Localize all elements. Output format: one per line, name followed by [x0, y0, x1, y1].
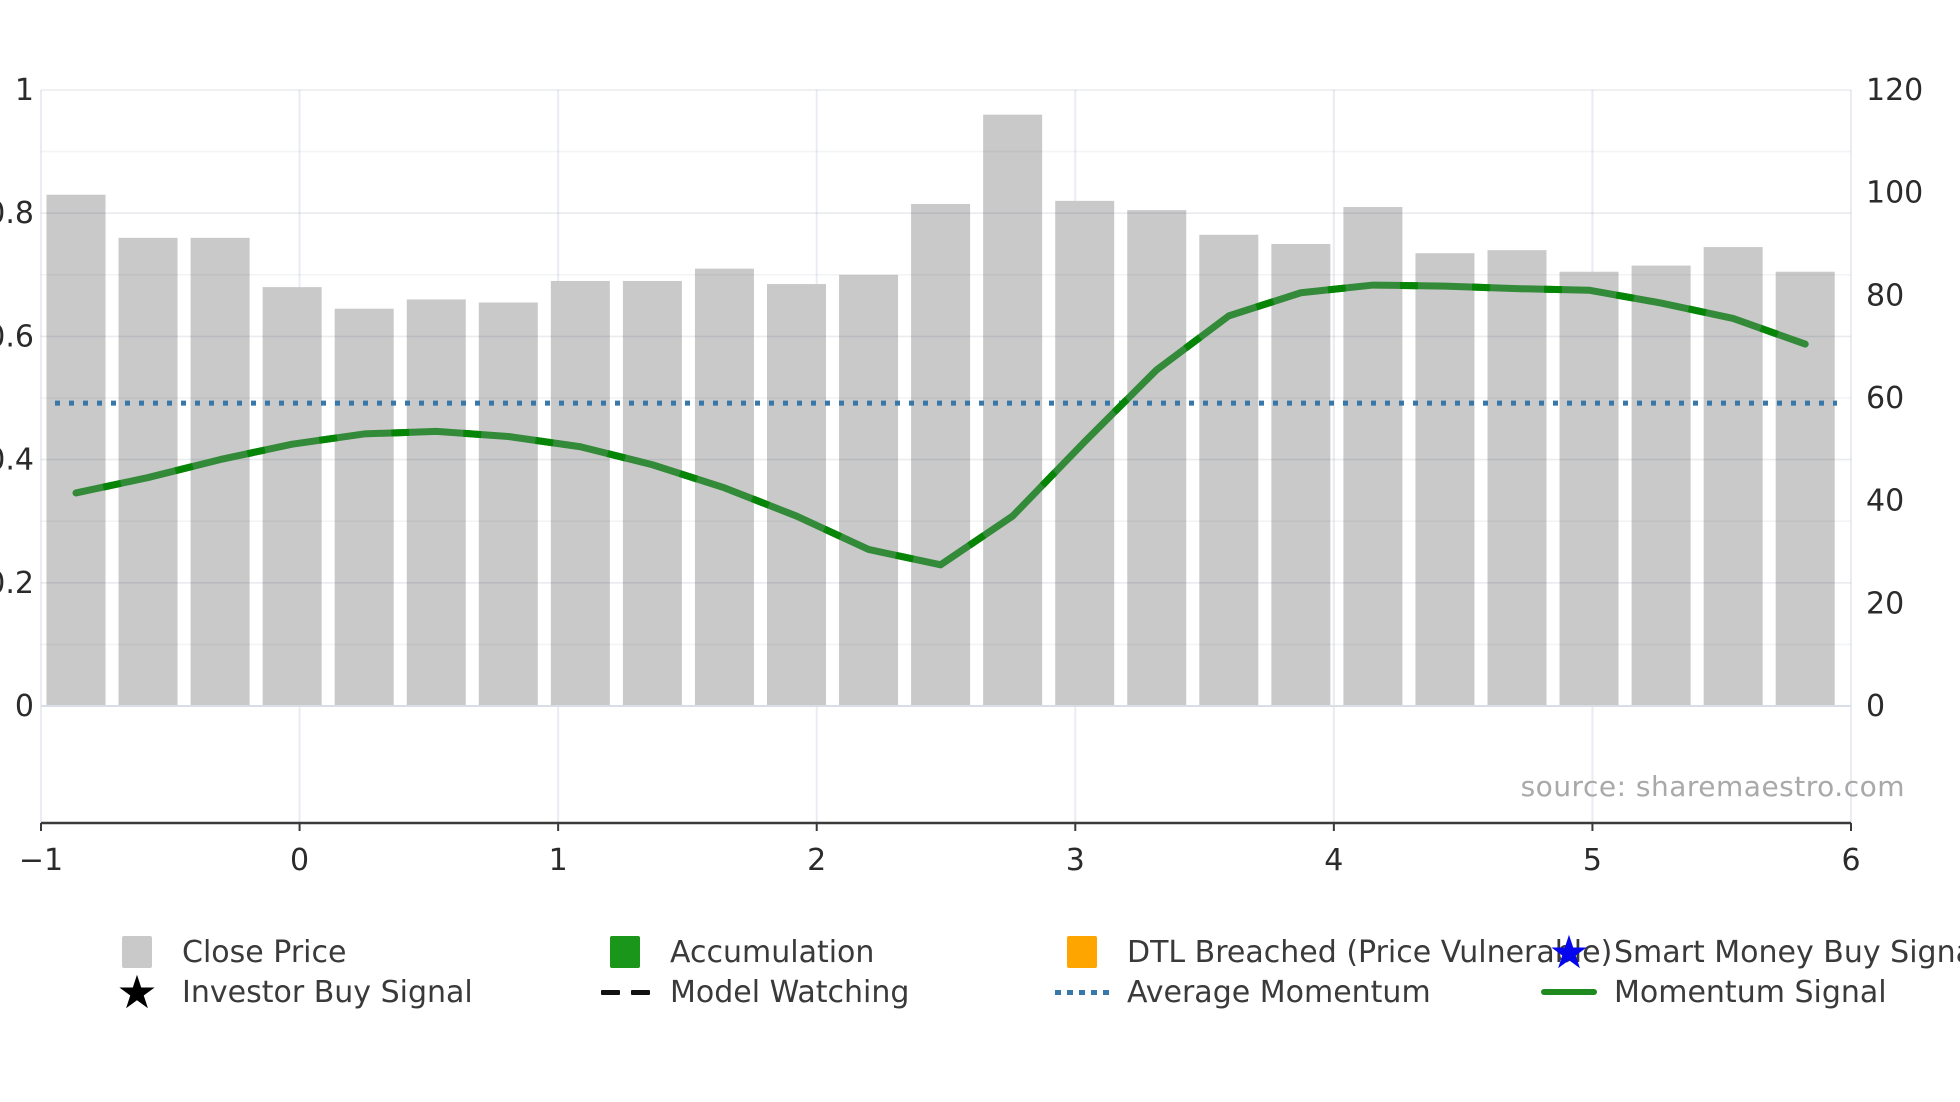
y-left-tick-label: 1	[15, 73, 34, 108]
close-price-bar	[839, 274, 899, 706]
y-right-tick-label: 80	[1866, 278, 1904, 313]
x-tick-label: 5	[1583, 843, 1602, 878]
close-price-bar	[622, 280, 682, 706]
x-tick-label: 3	[1066, 843, 1085, 878]
close-price-bar	[1487, 250, 1547, 706]
close-price-bar	[550, 280, 610, 706]
close-price-bar	[1199, 234, 1259, 706]
momentum-signal-line	[72, 281, 1809, 569]
y-left-tick-label: 0.8	[0, 196, 34, 231]
close-price-bar	[1055, 200, 1115, 706]
x-tick-label: 4	[1324, 843, 1343, 878]
close-price-bar	[911, 203, 971, 706]
y-right-tick-label: 120	[1866, 73, 1923, 108]
x-tick-label: 0	[290, 843, 309, 878]
source-note: source: sharemaestro.com	[1520, 770, 1905, 803]
close-price-bar	[1271, 244, 1331, 706]
close-price-bar	[1631, 265, 1691, 706]
close-price-bars	[46, 114, 1835, 707]
y-right-tick-label: 20	[1866, 586, 1904, 621]
y-left-tick-label: 0.4	[0, 443, 34, 478]
close-price-bar	[1415, 253, 1475, 707]
y-right-tick-label: 100	[1866, 176, 1923, 211]
close-price-bar	[1127, 210, 1187, 706]
y-left-tick-label: 0.2	[0, 566, 34, 601]
close-price-bar	[767, 284, 826, 706]
y-right-tick-label: 40	[1866, 484, 1904, 519]
close-price-bar	[478, 302, 538, 706]
x-tick-label: 1	[549, 843, 568, 878]
y-left-tick-label: 0.6	[0, 319, 34, 354]
x-tick-label: 2	[807, 843, 826, 878]
x-tick-label: 6	[1841, 843, 1860, 878]
close-price-bar	[406, 299, 466, 706]
close-price-bar	[1559, 271, 1619, 706]
x-tick-label: −1	[19, 843, 63, 878]
x-axis	[40, 821, 1852, 831]
y-right-tick-label: 0	[1866, 689, 1885, 724]
tick-labels: 0 0.2 0.4 0.6 0.8 1 0 20 40 60 80 100 120 −1 0 1 2 3 4 5 6	[0, 73, 1923, 878]
y-left-tick-label: 0	[15, 689, 34, 724]
close-price-bar	[334, 308, 394, 706]
y-right-tick-label: 60	[1866, 381, 1904, 416]
close-price-bar	[262, 287, 322, 706]
close-price-bar	[190, 237, 250, 706]
accumulation-dashes	[102, 281, 1779, 563]
horizontal-gridlines	[41, 89, 1851, 707]
close-price-bar	[983, 114, 1043, 706]
close-price-bar	[46, 194, 106, 706]
